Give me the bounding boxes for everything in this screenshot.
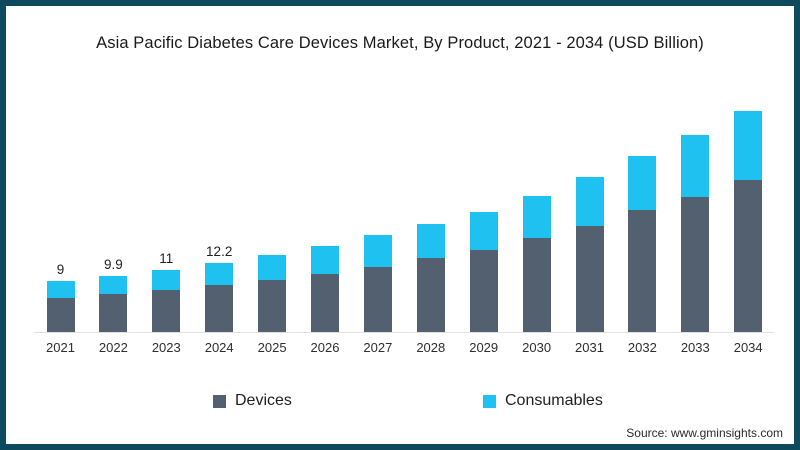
data-label-2023: 11: [159, 251, 174, 267]
bar-segment-consumables-2025: [258, 255, 287, 281]
devices-swatch-icon: [213, 394, 226, 408]
legend-item-consumables: Consumables: [483, 392, 603, 410]
bar-segment-devices-2024: [205, 285, 234, 332]
data-label-2024: 12.2: [206, 244, 233, 260]
bar-segment-devices-2026: [311, 274, 339, 332]
x-axis-line: [34, 332, 774, 333]
x-tick-2023: 2023: [151, 340, 181, 355]
x-tick-2026: 2026: [310, 340, 340, 355]
x-tick-2022: 2022: [98, 340, 128, 355]
source-attribution: Source: www.gminsights.com: [626, 426, 783, 440]
bar-2025: [258, 255, 287, 332]
bar-2031: [575, 177, 604, 332]
legend-label-devices: Devices: [235, 392, 292, 409]
bar-2029: [469, 212, 498, 332]
bar-segment-devices-2022: [99, 294, 128, 332]
bar-2034: [734, 111, 763, 332]
bar-segment-consumables-2032: [628, 155, 657, 210]
bar-segment-consumables-2034: [734, 111, 763, 180]
bar-segment-consumables-2030: [522, 195, 551, 238]
bar-segment-devices-2032: [628, 209, 657, 332]
x-tick-2025: 2025: [257, 340, 287, 355]
bar-2027: [363, 235, 392, 332]
x-tick-2032: 2032: [627, 340, 657, 355]
bar-2022: [99, 276, 128, 332]
chart-canvas: Asia Pacific Diabetes Care Devices Marke…: [6, 6, 794, 444]
bar-2032: [628, 155, 657, 332]
x-tick-2030: 2030: [522, 340, 552, 355]
x-tick-2029: 2029: [469, 340, 499, 355]
data-label-2022: 9.9: [104, 257, 123, 273]
x-tick-2034: 2034: [733, 340, 763, 355]
legend-item-devices: Devices: [213, 392, 292, 410]
bar-2028: [416, 224, 445, 332]
bar-2021: [46, 281, 75, 332]
bar-2023: [152, 270, 181, 332]
bar-segment-consumables-2022: [99, 276, 128, 295]
bar-2033: [681, 135, 710, 332]
bar-segment-devices-2025: [258, 280, 287, 332]
bar-segment-devices-2027: [363, 266, 392, 332]
bar-segment-consumables-2027: [363, 235, 392, 267]
legend-label-consumables: Consumables: [505, 392, 603, 409]
bar-segment-devices-2034: [734, 180, 763, 332]
bar-segment-devices-2030: [522, 238, 551, 332]
x-tick-2033: 2033: [680, 340, 710, 355]
x-tick-2031: 2031: [575, 340, 604, 355]
bar-segment-devices-2033: [681, 196, 710, 332]
bar-segment-devices-2029: [469, 249, 498, 332]
bar-segment-devices-2021: [46, 297, 75, 332]
bar-segment-consumables-2033: [681, 135, 710, 197]
bar-segment-devices-2031: [575, 226, 604, 332]
chart-title: Asia Pacific Diabetes Care Devices Marke…: [96, 34, 704, 52]
bar-segment-consumables-2023: [152, 270, 181, 291]
bar-2026: [311, 246, 339, 332]
bar-2030: [522, 195, 551, 332]
x-tick-2024: 2024: [204, 340, 234, 355]
bar-segment-consumables-2021: [46, 281, 75, 298]
bar-segment-consumables-2024: [205, 263, 234, 286]
data-label-2021: 9: [56, 262, 65, 278]
bar-segment-devices-2028: [416, 258, 445, 332]
bar-2024: [205, 263, 234, 332]
bar-segment-consumables-2026: [311, 246, 339, 274]
bar-segment-consumables-2031: [575, 177, 604, 227]
x-tick-2028: 2028: [416, 340, 446, 355]
x-tick-2021: 2021: [46, 340, 75, 355]
bar-segment-consumables-2029: [469, 212, 498, 250]
x-tick-2027: 2027: [363, 340, 393, 355]
bar-segment-devices-2023: [152, 290, 181, 332]
consumables-swatch-icon: [483, 394, 496, 408]
bar-segment-consumables-2028: [416, 224, 445, 259]
